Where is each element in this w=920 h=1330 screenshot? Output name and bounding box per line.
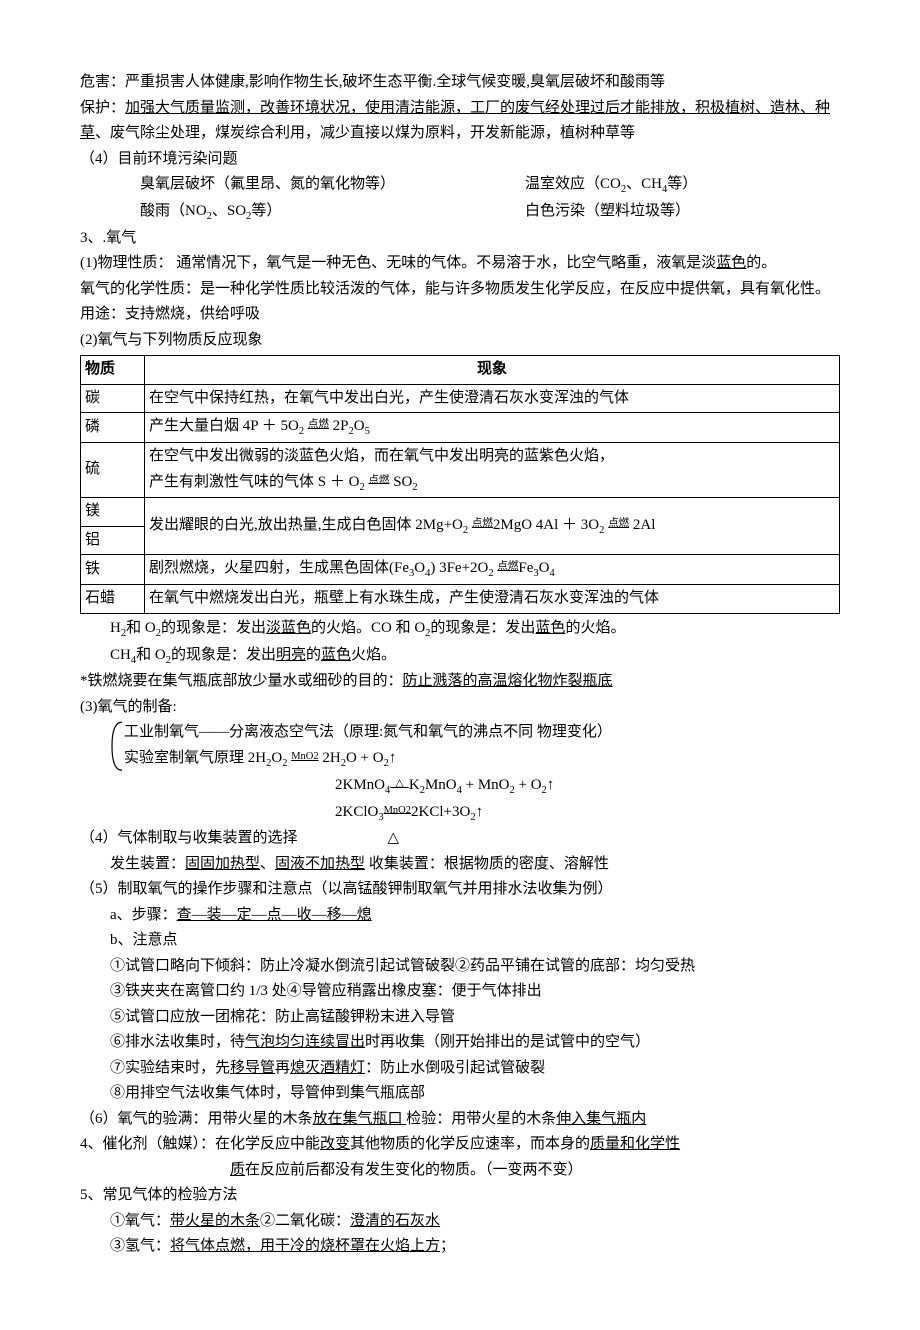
protect-line: 保护：加强大气质量监测，改善环境状况，使用清洁能源，工厂的废气经处理过后才能排放… (80, 96, 840, 147)
hazard-line: 危害：严重损害人体健康,影响作物生长,破坏生态平衡.全球气候变暖,臭氧层破坏和酸… (80, 70, 840, 96)
s4t-cont: 质在反应前后都没有发生变化的物质。（一变两不变） (80, 1158, 840, 1184)
note-7: ⑦实验结束时，先移导管再熄灭酒精灯：防止水倒吸引起试管破裂 (80, 1056, 840, 1082)
s3-chem: 氧气的化学性质：是一种化学性质比较活泼的气体，能与许多物质发生化学反应，在反应中… (80, 277, 840, 328)
s4-title: （4）目前环境污染问题 (80, 147, 840, 173)
bracket-icon (110, 720, 124, 772)
s5-title: 5、常见气体的检验方法 (80, 1183, 840, 1209)
s3-2-label: (2)氧气与下列物质反应现象 (80, 328, 840, 354)
s4-right2: 白色污染（塑料垃圾等） (525, 199, 690, 226)
table-row: 碳 在空气中保持红热，在氧气中发出白光，产生使澄清石灰水变浑浊的气体 (81, 384, 840, 413)
s4-left2: 酸雨（NO2、SO2等） (140, 199, 525, 226)
reaction-table: 物质 现象 碳 在空气中保持红热，在氧气中发出白光，产生使澄清石灰水变浑浊的气体… (80, 355, 840, 614)
table-row: 石蜡 在氧气中燃烧发出白光，瓶壁上有水珠生成，产生使澄清石灰水变浑浊的气体 (81, 585, 840, 614)
note-fe: *铁燃烧要在集气瓶底部放少量水或细砂的目的：防止溅落的高温熔化物炸裂瓶底 (80, 669, 840, 695)
table-header: 物质 现象 (81, 356, 840, 385)
table-row: 硫 在空气中发出微弱的淡蓝色火焰，而在氧气中发出明亮的蓝紫色火焰，产生有刺激性气… (81, 443, 840, 498)
th-phenomenon: 现象 (145, 356, 840, 385)
eq2: 2KMnO4 △ K2MnO4 + MnO2 + O2↑ (80, 773, 840, 800)
prep-industrial: 工业制氧气——分离液态空气法（原理:氮气和氧气的沸点不同 物理变化） (124, 720, 612, 746)
s3-5-a: a、步骤：查—装—定—点—收—移—熄 (80, 903, 840, 929)
s4-row1: 臭氧层破坏（氟里昂、氮的氧化物等） 温室效应（CO2、CH4等） (80, 172, 840, 199)
table-row: 铁 剧烈燃烧，火星四射，生成黑色固体(Fe3O4) 3Fe+2O2 点燃Fe3O… (81, 555, 840, 585)
s5-3: ③氢气：将气体点燃，用干冷的烧杯罩在火焰上方； (80, 1234, 840, 1260)
s3-6: （6）氧气的验满：用带火星的木条放在集气瓶口 检验：用带火星的木条伸入集气瓶内 (80, 1107, 840, 1133)
note-3: ③铁夹夹在离管口约 1/3 处④导管应稍露出橡皮塞：便于气体排出 (80, 979, 840, 1005)
table-row: 磷 产生大量白烟 4P ＋ 5O2 点燃 2P2O5 (81, 413, 840, 443)
s3-title: 3、.氧气 (80, 226, 840, 252)
s3-5-b: b、注意点 (80, 928, 840, 954)
eq3: 2KClO3MnO22KCl+3O2↑ (80, 800, 840, 827)
s4-row2: 酸雨（NO2、SO2等） 白色污染（塑料垃圾等） (80, 199, 840, 226)
s3-4-row: （4）气体制取与收集装置的选择 △ (80, 826, 840, 852)
note-ch4: CH4和 O2的现象是：发出明亮的蓝色火焰。 (80, 643, 840, 670)
eq3-below: △ (388, 826, 400, 852)
protect-label: 保护： (80, 100, 125, 116)
th-substance: 物质 (81, 356, 145, 385)
prep-bracket: 工业制氧气——分离液态空气法（原理:氮气和氧气的沸点不同 物理变化） 实验室制氧… (80, 720, 840, 772)
s3-1: (1)物理性质： 通常情况下，氧气是一种无色、无味的气体。不易溶于水，比空气略重… (80, 251, 840, 277)
s3-3-title: (3)氧气的制备: (80, 695, 840, 721)
note-5: ⑤试管口应放一团棉花：防止高锰酸钾粉末进入导管 (80, 1005, 840, 1031)
s3-4-line: 发生装置：固固加热型、固液不加热型 收集装置：根据物质的密度、溶解性 (80, 852, 840, 878)
hazard-text: 严重损害人体健康,影响作物生长,破坏生态平衡.全球气候变暖,臭氧层破坏和酸雨等 (125, 74, 665, 90)
table-row: 镁 发出耀眼的白光,放出热量,生成白色固体 2Mg+O2 点燃2MgO 4Al … (81, 498, 840, 527)
hazard-label: 危害： (80, 74, 125, 90)
note-h2-co: H2和 O2的现象是：发出淡蓝色的火焰。CO 和 O2的现象是：发出蓝色的火焰。 (80, 616, 840, 643)
s4-right1: 温室效应（CO2、CH4等） (525, 172, 697, 199)
s3-5-title: （5）制取氧气的操作步骤和注意点（以高锰酸钾制取氧气并用排水法收集为例） (80, 877, 840, 903)
note-8: ⑧用排空气法收集气体时，导管伸到集气瓶底部 (80, 1081, 840, 1107)
note-1: ①试管口略向下倾斜：防止冷凝水倒流引起试管破裂②药品平铺在试管的底部：均匀受热 (80, 954, 840, 980)
s3-4-title: （4）气体制取与收集装置的选择 (80, 826, 388, 852)
protect-tail: 、废气除尘处理，煤炭综合利用，减少直接以煤为原料，开发新能源，植树种草等 (95, 125, 635, 141)
s4-left1: 臭氧层破坏（氟里昂、氮的氧化物等） (140, 172, 525, 199)
prep-lab: 实验室制氧气原理 2H2O2 MnO2 2H2O + O2↑ (124, 746, 612, 773)
s5-1: ①氧气：带火星的木条②二氧化碳：澄清的石灰水 (80, 1209, 840, 1235)
s4t: 4、催化剂（触媒）：在化学反应中能改变其他物质的化学反应速率，而本身的质量和化学… (80, 1132, 840, 1158)
note-6: ⑥排水法收集时，待气泡均匀连续冒出时再收集（刚开始排出的是试管中的空气） (80, 1030, 840, 1056)
